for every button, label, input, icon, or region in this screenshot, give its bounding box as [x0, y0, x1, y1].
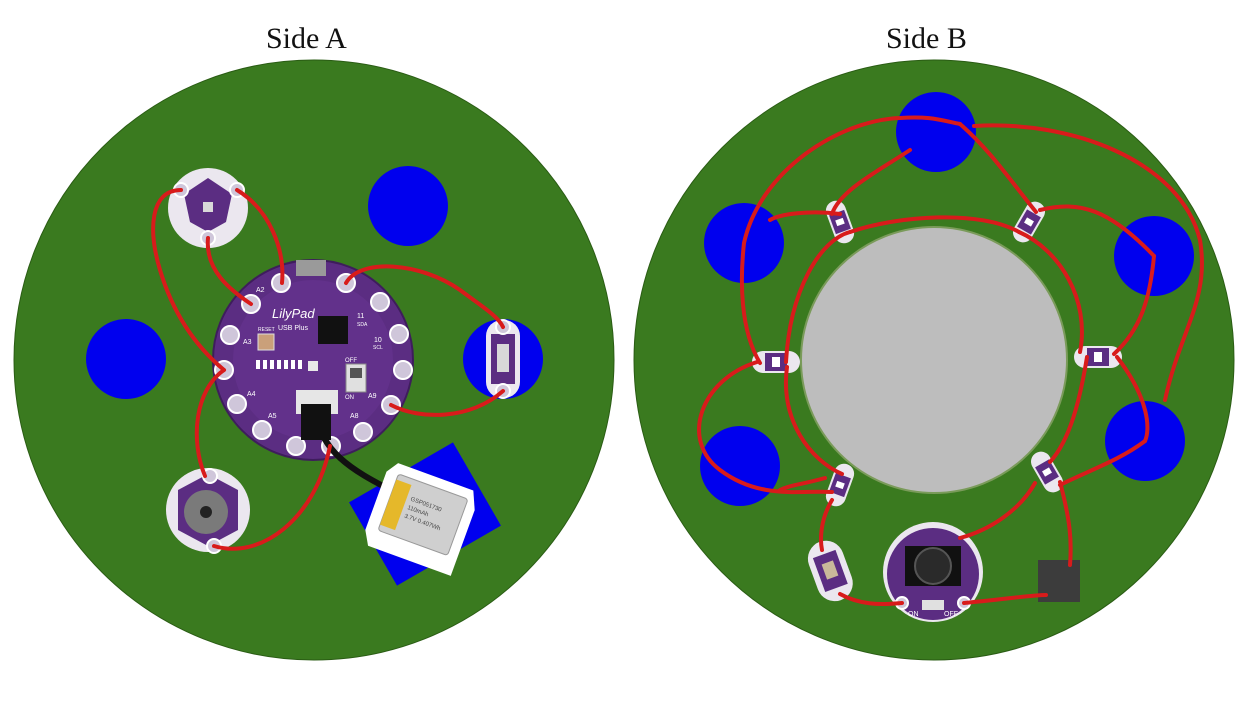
lipo-battery: GSP051730 110mAh 3.7V 0.407Wh [365, 463, 475, 576]
side-b-wires [697, 115, 1204, 606]
lilypad-logo: LilyPad [272, 306, 315, 321]
switch-on-label: ON [345, 395, 354, 401]
pin-a4-label: A4 [247, 391, 256, 398]
switch-off-label: OFF [345, 358, 357, 364]
slide-switch-module [486, 319, 520, 399]
buzzer-module [166, 468, 250, 554]
side-a-pad-left [86, 319, 166, 399]
lilypad-reset-label: RESET [258, 327, 275, 333]
coin-cell-holder: ON OFF [883, 522, 983, 622]
pin-a5-label: A5 [268, 413, 277, 420]
pin-a2-label: A2 [256, 287, 265, 294]
side-b-title: Side B [886, 22, 967, 55]
side-b-pad-lower-left [700, 426, 780, 506]
led-module [1031, 451, 1063, 493]
pin-10-label: 10 [374, 337, 382, 344]
side-a-title: Side A [266, 22, 347, 55]
pin-scl-label: SCL [373, 345, 383, 351]
battery-plug [301, 404, 331, 440]
battery-pocket [800, 226, 1068, 494]
lilypad-sub: USB Plus [278, 325, 308, 332]
led-module [825, 463, 855, 507]
pin-a8-label: A8 [350, 413, 359, 420]
pin-a3-label: A3 [243, 339, 252, 346]
side-a-wires [151, 188, 505, 551]
side-b-pad-top [896, 92, 976, 172]
lilypad-usb-plus: LilyPad USB Plus RESET A2 A3 A4 A5 A8 A9… [212, 259, 414, 461]
side-a: LilyPad USB Plus RESET A2 A3 A4 A5 A8 A9… [13, 59, 615, 661]
pin-sda-label: SDA [357, 322, 368, 328]
side-b: ON OFF [633, 59, 1235, 661]
pin-11-label: 11 [357, 313, 364, 320]
coin-holder-off-label: OFF [944, 611, 958, 618]
light-sensor-module [168, 168, 248, 248]
pin-a9-label: A9 [368, 393, 377, 400]
side-a-pad-top [368, 166, 448, 246]
coin-holder-on-label: ON [908, 611, 919, 618]
push-button-module [807, 540, 853, 602]
